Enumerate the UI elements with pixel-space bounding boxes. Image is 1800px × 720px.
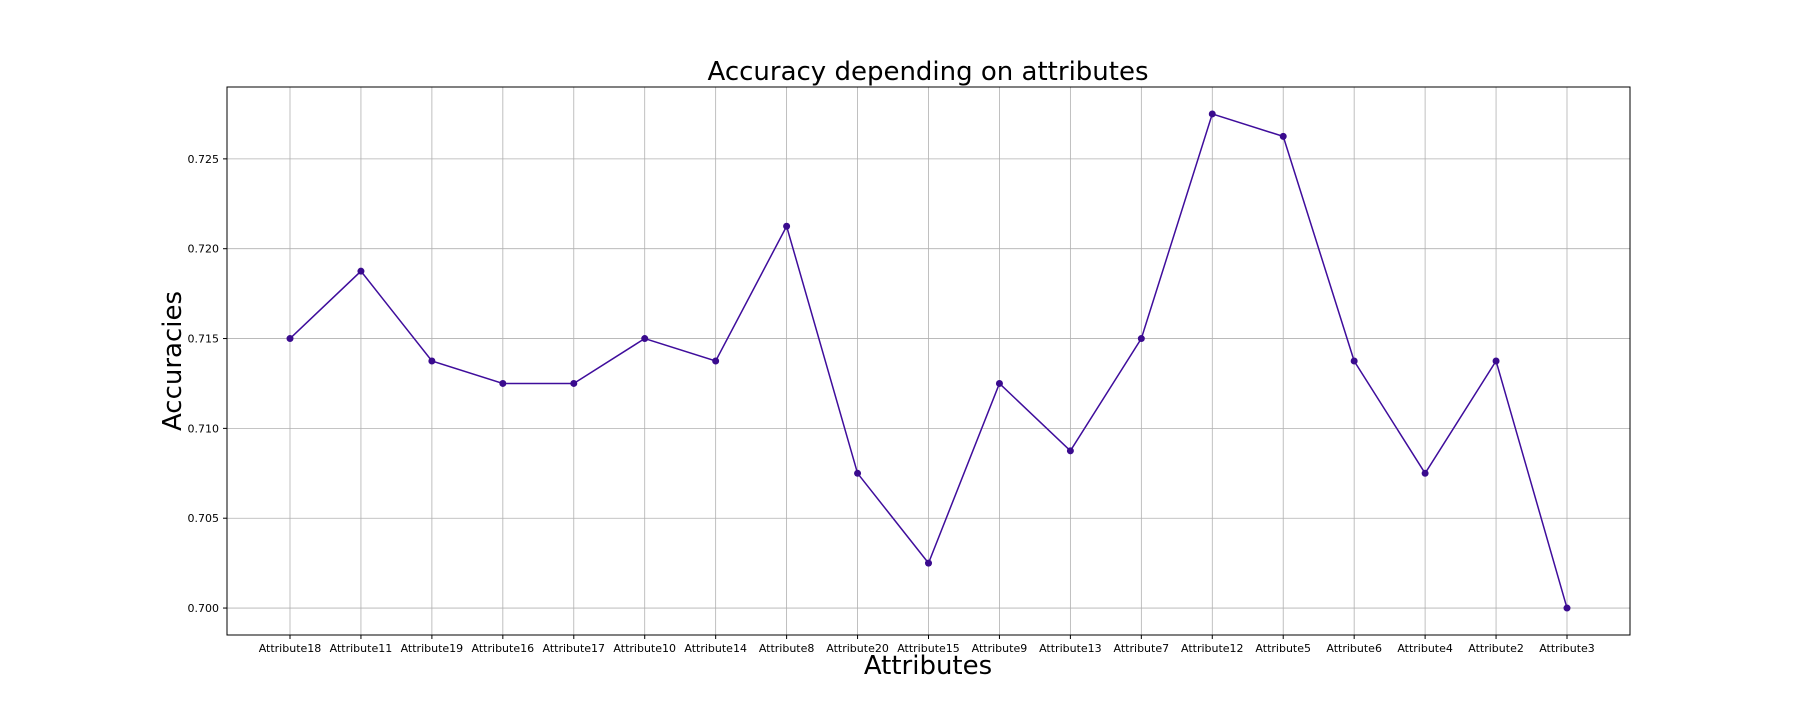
x-tick-label: Attribute12 bbox=[1181, 642, 1244, 655]
data-point bbox=[499, 379, 507, 387]
data-point bbox=[1421, 469, 1429, 477]
y-tick-label: 0.700 bbox=[188, 602, 220, 615]
grid bbox=[227, 87, 1630, 635]
x-tick-label: Attribute3 bbox=[1539, 642, 1595, 655]
x-tick-label: Attribute6 bbox=[1326, 642, 1382, 655]
data-point bbox=[357, 267, 365, 275]
y-axis-label: Accuracies bbox=[158, 291, 188, 431]
data-point bbox=[1137, 335, 1145, 343]
data-point bbox=[1208, 110, 1216, 118]
x-tick-label: Attribute19 bbox=[401, 642, 464, 655]
y-tick-label: 0.715 bbox=[188, 333, 220, 346]
x-tick-label: Attribute18 bbox=[259, 642, 322, 655]
data-point bbox=[925, 559, 932, 567]
x-axis-label: Attributes bbox=[864, 651, 992, 681]
data-point bbox=[1350, 357, 1358, 365]
data-point bbox=[1563, 604, 1571, 612]
data-point bbox=[712, 357, 720, 365]
x-tick-label: Attribute13 bbox=[1039, 642, 1102, 655]
data-point bbox=[995, 379, 1003, 387]
x-tick-label: Attribute5 bbox=[1255, 642, 1311, 655]
x-tick-label: Attribute20 bbox=[826, 642, 889, 655]
data-point bbox=[854, 469, 862, 477]
data-point bbox=[570, 379, 578, 387]
data-point bbox=[1492, 357, 1500, 365]
x-tick-label: Attribute15 bbox=[897, 642, 960, 655]
y-tick-label: 0.710 bbox=[188, 422, 220, 435]
series bbox=[286, 110, 1571, 612]
data-point bbox=[1066, 447, 1074, 455]
data-point bbox=[1279, 132, 1287, 140]
x-tick-label: Attribute16 bbox=[472, 642, 535, 655]
data-point bbox=[641, 335, 649, 343]
ticks: Attribute18 Attribute11 Attribute19 Attribu… bbox=[188, 153, 1595, 655]
data-point bbox=[783, 222, 791, 230]
x-tick-label: Attribute8 bbox=[759, 642, 815, 655]
chart-title: Accuracy depending on attributes bbox=[707, 57, 1148, 87]
x-tick-label: Attribute2 bbox=[1468, 642, 1524, 655]
x-tick-label: Attribute14 bbox=[684, 642, 747, 655]
x-tick-label: Attribute11 bbox=[330, 642, 393, 655]
y-tick-label: 0.725 bbox=[188, 153, 220, 166]
y-tick-label: 0.705 bbox=[188, 512, 220, 525]
data-point bbox=[428, 357, 436, 365]
y-tick-label: 0.720 bbox=[188, 243, 220, 256]
x-tick-label: Attribute10 bbox=[613, 642, 676, 655]
x-tick-label: Attribute17 bbox=[542, 642, 605, 655]
x-tick-label: Attribute7 bbox=[1114, 642, 1170, 655]
data-point bbox=[286, 335, 294, 343]
x-tick-label: Attribute9 bbox=[972, 642, 1028, 655]
x-tick-label: Attribute4 bbox=[1397, 642, 1453, 655]
